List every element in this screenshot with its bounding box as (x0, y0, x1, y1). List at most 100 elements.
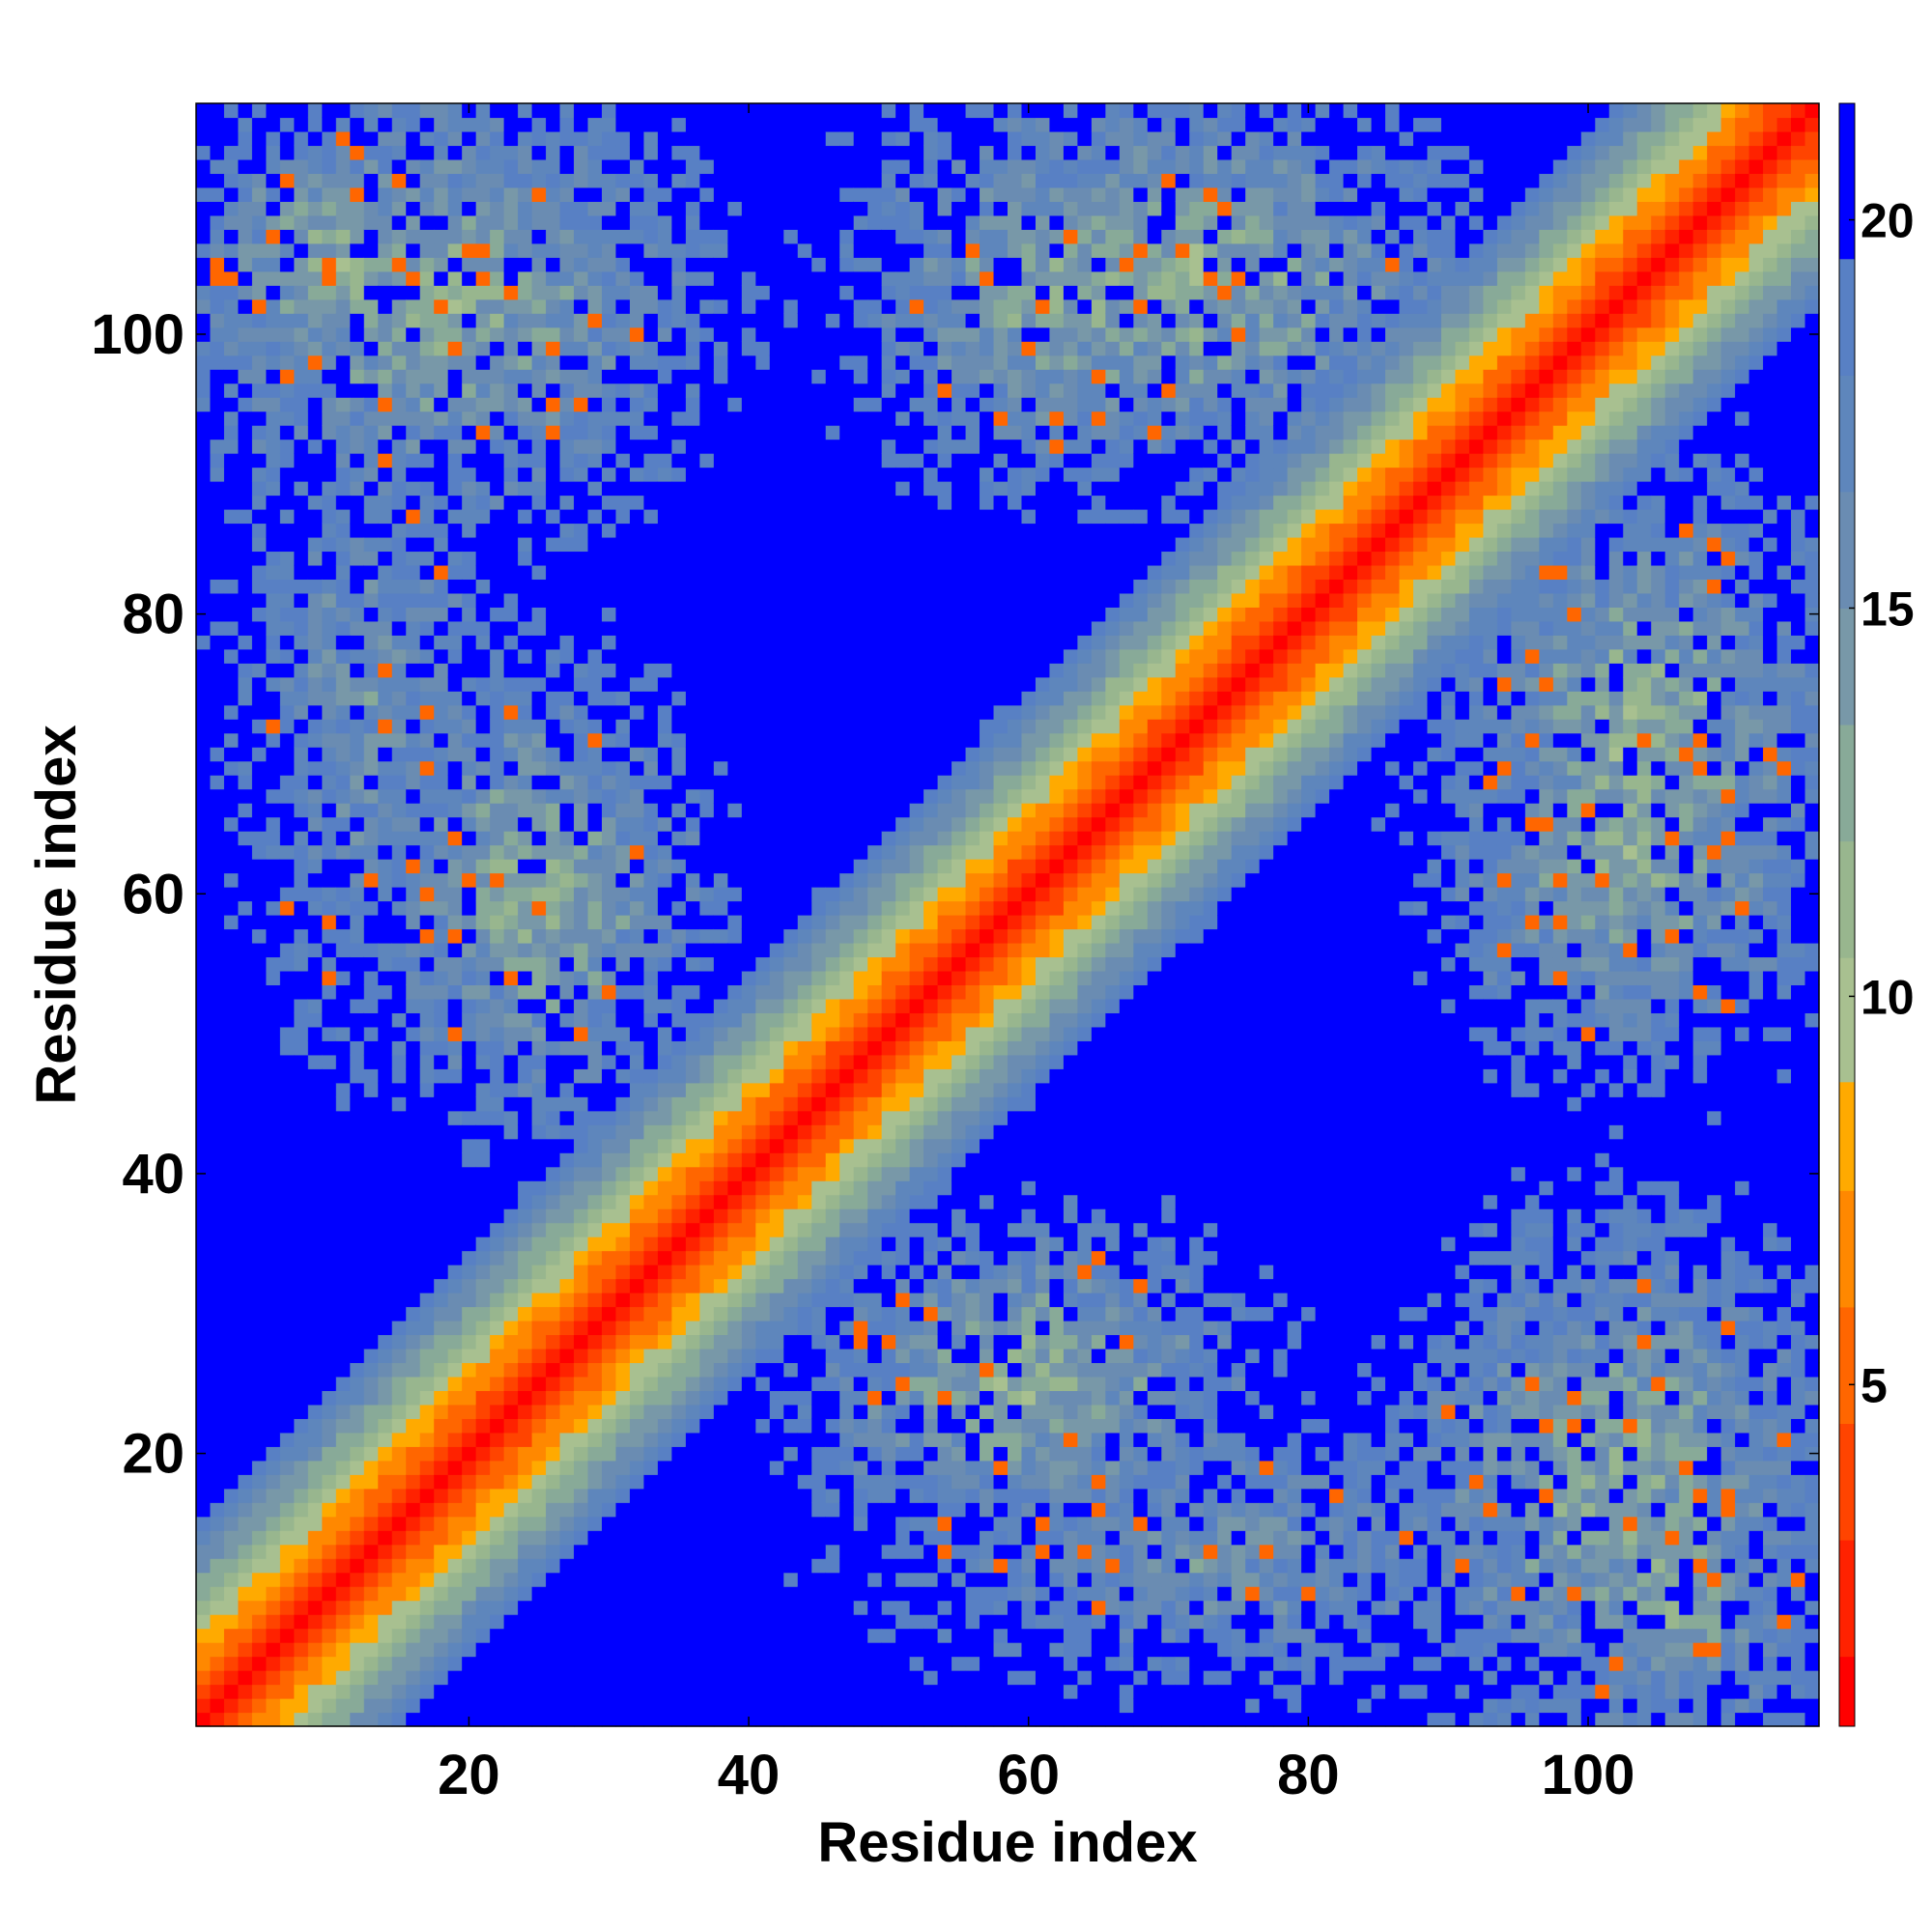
heatmap-cell (434, 887, 449, 902)
heatmap-cell (559, 495, 575, 510)
heatmap-cell (546, 663, 561, 678)
heatmap-cell (755, 816, 771, 832)
heatmap-cell (251, 1236, 268, 1252)
heatmap-cell (279, 620, 295, 636)
heatmap-cell (378, 831, 393, 846)
heatmap-cell (307, 523, 323, 538)
heatmap-cell (727, 1321, 743, 1336)
heatmap-cell (769, 620, 784, 636)
heatmap-cell (783, 495, 799, 510)
heatmap-cell (629, 158, 645, 175)
heatmap-cell (223, 397, 240, 412)
heatmap-cell (378, 872, 393, 888)
heatmap-cell (363, 1642, 379, 1658)
heatmap-cell (294, 1026, 309, 1041)
heatmap-cell (378, 285, 393, 300)
heatmap-cell (447, 704, 463, 720)
heatmap-cell (587, 844, 603, 860)
heatmap-cell (294, 1194, 309, 1209)
heatmap-cell (769, 1586, 784, 1602)
heatmap-cell (671, 1418, 687, 1434)
heatmap-cell (350, 1390, 365, 1406)
heatmap-cell (462, 1628, 477, 1643)
heatmap-cell (266, 1488, 281, 1503)
heatmap-cell (462, 1334, 477, 1350)
heatmap-cell (574, 130, 589, 147)
heatmap-cell (713, 984, 728, 1000)
heatmap-cell (462, 956, 477, 972)
heatmap-cell (251, 1124, 268, 1140)
heatmap-cell (419, 1180, 435, 1196)
heatmap-cell (783, 397, 799, 412)
heatmap-cell (419, 117, 435, 132)
heatmap-cell (294, 1684, 309, 1699)
heatmap-cell (350, 1642, 365, 1658)
heatmap-cell (503, 663, 519, 678)
heatmap-cell (196, 1348, 212, 1364)
heatmap-cell (546, 1264, 561, 1280)
heatmap-cell (279, 1194, 295, 1209)
heatmap-cell (629, 1628, 645, 1643)
heatmap-cell (196, 928, 212, 944)
heatmap-cell (741, 1082, 756, 1097)
heatmap-cell (490, 242, 505, 258)
heatmap-cell (546, 130, 561, 147)
heatmap-cell (657, 1656, 673, 1671)
heatmap-cell (602, 1502, 617, 1518)
heatmap-cell (335, 103, 351, 119)
heatmap-cell (419, 859, 435, 874)
heatmap-cell (210, 1432, 225, 1447)
heatmap-cell (783, 1502, 799, 1518)
heatmap-cell (671, 564, 687, 581)
heatmap-cell (223, 747, 240, 762)
heatmap-cell (307, 1096, 323, 1112)
heatmap-cell (196, 760, 212, 776)
heatmap-cell (490, 915, 505, 930)
heatmap-cell (769, 760, 784, 776)
heatmap-cell (643, 130, 659, 147)
heatmap-cell (629, 704, 645, 720)
heatmap-cell (419, 397, 435, 412)
heatmap-cell (251, 1096, 268, 1112)
heatmap-cell (322, 1264, 337, 1280)
heatmap-cell (615, 704, 631, 720)
heatmap-cell (279, 411, 295, 426)
heatmap-cell (615, 1586, 631, 1602)
heatmap-cell (503, 620, 519, 636)
heatmap-cell (251, 928, 268, 944)
heatmap-cell (350, 523, 365, 538)
heatmap-cell (518, 1208, 533, 1224)
heatmap-cell (462, 1348, 477, 1364)
heatmap-cell (363, 313, 379, 328)
heatmap-cell (559, 1180, 575, 1196)
heatmap-cell (546, 257, 561, 272)
heatmap-cell (335, 747, 351, 762)
heatmap-cell (335, 704, 351, 720)
heatmap-cell (307, 1432, 323, 1447)
heatmap-cell (685, 327, 700, 342)
heatmap-cell (713, 1236, 728, 1252)
heatmap-cell (602, 607, 617, 622)
heatmap-cell (783, 1096, 799, 1112)
heatmap-cell (699, 942, 715, 958)
heatmap-cell (210, 719, 225, 734)
heatmap-cell (406, 1110, 421, 1125)
heatmap-cell (699, 229, 715, 244)
heatmap-cell (602, 467, 617, 482)
heatmap-cell (587, 1446, 603, 1462)
heatmap-cell (307, 355, 323, 370)
heatmap-cell (755, 1180, 771, 1196)
heatmap-cell (769, 481, 784, 497)
heatmap-cell (559, 1040, 575, 1056)
heatmap-cell (378, 1222, 393, 1237)
heatmap-cell (322, 214, 337, 230)
heatmap-cell (490, 816, 505, 832)
heatmap-cell (615, 411, 631, 426)
heatmap-cell (797, 1684, 812, 1699)
heatmap-cell (475, 1712, 491, 1727)
heatmap-cell (741, 1502, 756, 1518)
heatmap-cell (251, 1194, 268, 1209)
heatmap-cell (294, 1278, 309, 1293)
heatmap-cell (391, 663, 407, 678)
heatmap-cell (363, 1152, 379, 1168)
